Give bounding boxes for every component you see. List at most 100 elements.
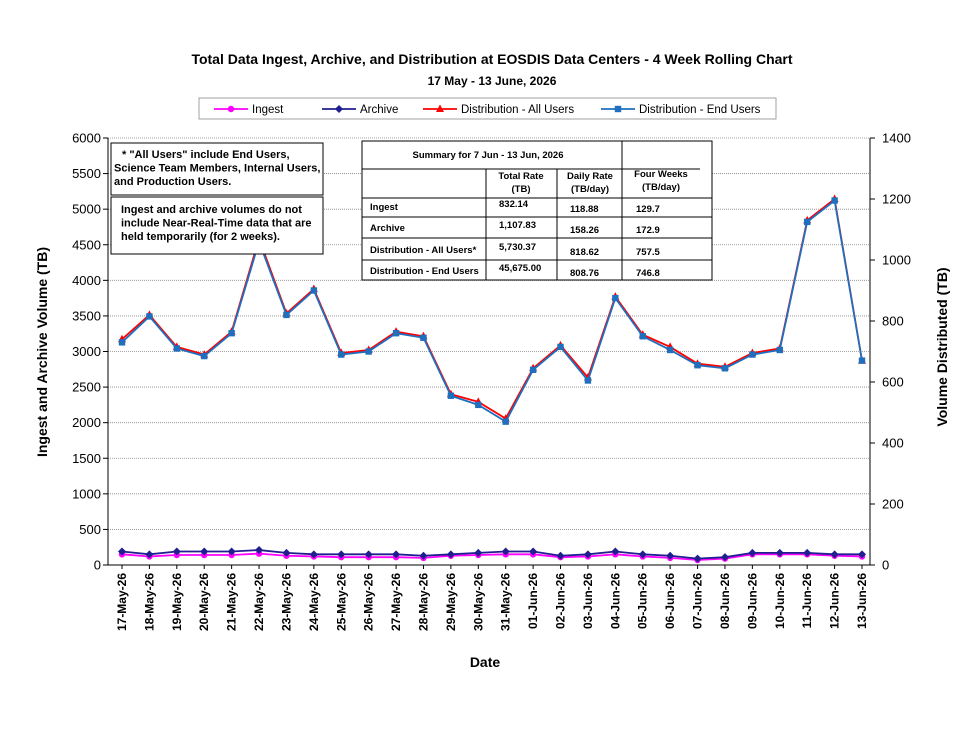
x-tick-label: 01-Jun-26	[526, 573, 540, 629]
y-tick-label: 6000	[72, 131, 101, 146]
data-point	[614, 105, 622, 113]
y-tick-label: 1500	[72, 451, 101, 466]
x-tick-label: 29-May-26	[444, 573, 458, 631]
series-archive	[118, 546, 866, 563]
y-tick-label: 3500	[72, 308, 101, 323]
data-point	[309, 550, 318, 559]
data-point	[611, 547, 620, 556]
data-point	[255, 546, 264, 555]
row-label: Ingest	[370, 202, 399, 213]
data-point	[720, 553, 729, 562]
y-tick-label: 0	[94, 558, 101, 573]
table-row: Distribution - All Users* 5,730.37 818.62 7…	[370, 242, 660, 258]
total-rate: 45,675.00	[499, 263, 541, 274]
data-point	[612, 294, 619, 302]
x-tick-label: 30-May-26	[471, 573, 485, 631]
legend-item: Distribution - All Users	[423, 104, 574, 116]
x-axis-label: Date	[470, 654, 501, 670]
data-point	[447, 392, 455, 399]
legend-item: Archive	[322, 104, 398, 116]
x-axis-ticks: 17-May-26 18-May-26 19-May-26 20-May-26 21-M…	[115, 565, 869, 631]
x-tick-label: 02-Jun-26	[554, 573, 568, 629]
x-tick-label: 31-May-26	[499, 573, 513, 631]
data-point	[118, 339, 126, 346]
data-point	[803, 548, 812, 557]
data-point	[831, 197, 838, 204]
data-point	[227, 105, 235, 113]
note-line: * "All Users" include End Users,	[122, 149, 290, 161]
y-tick-label: 500	[79, 522, 101, 537]
x-tick-label: 05-Jun-26	[636, 573, 650, 629]
data-point	[173, 345, 181, 352]
x-tick-label: 07-Jun-26	[691, 573, 705, 629]
four-weeks-rate: 746.8	[636, 268, 660, 279]
summary-table: Summary for 7 Jun - 13 Jun, 2026 Total Ra…	[361, 140, 713, 281]
note-line: held temporarily (for 2 weeks).	[121, 231, 280, 243]
note-line: Science Team Members, Internal Users,	[114, 163, 320, 175]
x-tick-label: 17-May-26	[115, 573, 129, 631]
data-point	[392, 550, 401, 559]
data-point	[310, 287, 318, 294]
y-tick-label: 4000	[72, 273, 101, 288]
data-point	[335, 105, 343, 113]
data-point	[858, 357, 866, 364]
data-point	[474, 548, 483, 557]
y-tick-label: 5500	[72, 166, 101, 181]
table-col-header: (TB)	[512, 184, 531, 195]
x-tick-label: 04-Jun-26	[608, 573, 622, 629]
y2-tick-label: 600	[882, 375, 904, 390]
daily-rate: 808.76	[570, 268, 599, 279]
chart-subtitle: 17 May - 13 June, 2026	[428, 74, 557, 88]
total-rate: 1,107.83	[499, 220, 536, 231]
table-col-header: Total Rate	[498, 171, 543, 182]
x-tick-label: 08-Jun-26	[718, 573, 732, 629]
data-point	[529, 547, 538, 556]
four-weeks-rate: 172.9	[636, 225, 660, 236]
legend-label: Distribution - All Users	[461, 104, 574, 116]
note-box	[110, 142, 324, 196]
table-col-header: (TB/day)	[571, 184, 609, 195]
table-col-header: Four Weeks	[634, 169, 688, 180]
table-row: Archive 1,107.83 158.26 172.9	[370, 220, 660, 236]
data-point	[776, 346, 783, 354]
note-near-real-time: Ingest and archive volumes do not include…	[110, 196, 324, 255]
notes: * "All Users" include End Users, Science …	[110, 142, 324, 255]
data-point	[364, 550, 373, 559]
data-point	[436, 104, 444, 112]
data-point	[638, 550, 647, 559]
data-point	[338, 351, 345, 358]
table-col-header: Daily Rate	[567, 171, 613, 182]
left-axis-ticks: 0 500 1000 1500 2000 2500 3000 3500 4000 4500 5000…	[72, 131, 108, 573]
data-point	[748, 548, 757, 557]
daily-rate: 158.26	[570, 225, 599, 236]
series-distribution-end-users	[118, 197, 866, 425]
data-point	[529, 366, 537, 373]
data-point	[694, 362, 701, 369]
x-tick-label: 22-May-26	[252, 573, 266, 631]
data-point	[419, 551, 428, 560]
data-point	[145, 550, 154, 559]
data-point	[557, 343, 564, 351]
note-box	[110, 196, 324, 255]
note-line: and Production Users.	[114, 176, 231, 188]
four-weeks-rate: 129.7	[636, 204, 660, 215]
data-point	[200, 547, 209, 556]
y-tick-label: 2500	[72, 380, 101, 395]
data-point	[228, 330, 235, 337]
legend-label: Ingest	[252, 104, 284, 116]
y2-tick-label: 1000	[882, 253, 911, 268]
x-tick-label: 19-May-26	[170, 573, 184, 631]
series-line	[121, 549, 862, 560]
data-point	[583, 550, 592, 559]
y-tick-label: 3000	[72, 344, 101, 359]
x-tick-label: 23-May-26	[279, 573, 293, 631]
series-layer	[118, 194, 866, 564]
data-point	[693, 554, 702, 563]
data-point	[282, 548, 291, 557]
data-point	[830, 550, 839, 559]
four-weeks-rate: 757.5	[636, 247, 660, 258]
legend: Ingest Archive Distribution - All Users Dis…	[198, 97, 777, 120]
row-label: Archive	[370, 223, 405, 234]
y2-axis-label: Volume Distributed (TB)	[934, 267, 950, 426]
